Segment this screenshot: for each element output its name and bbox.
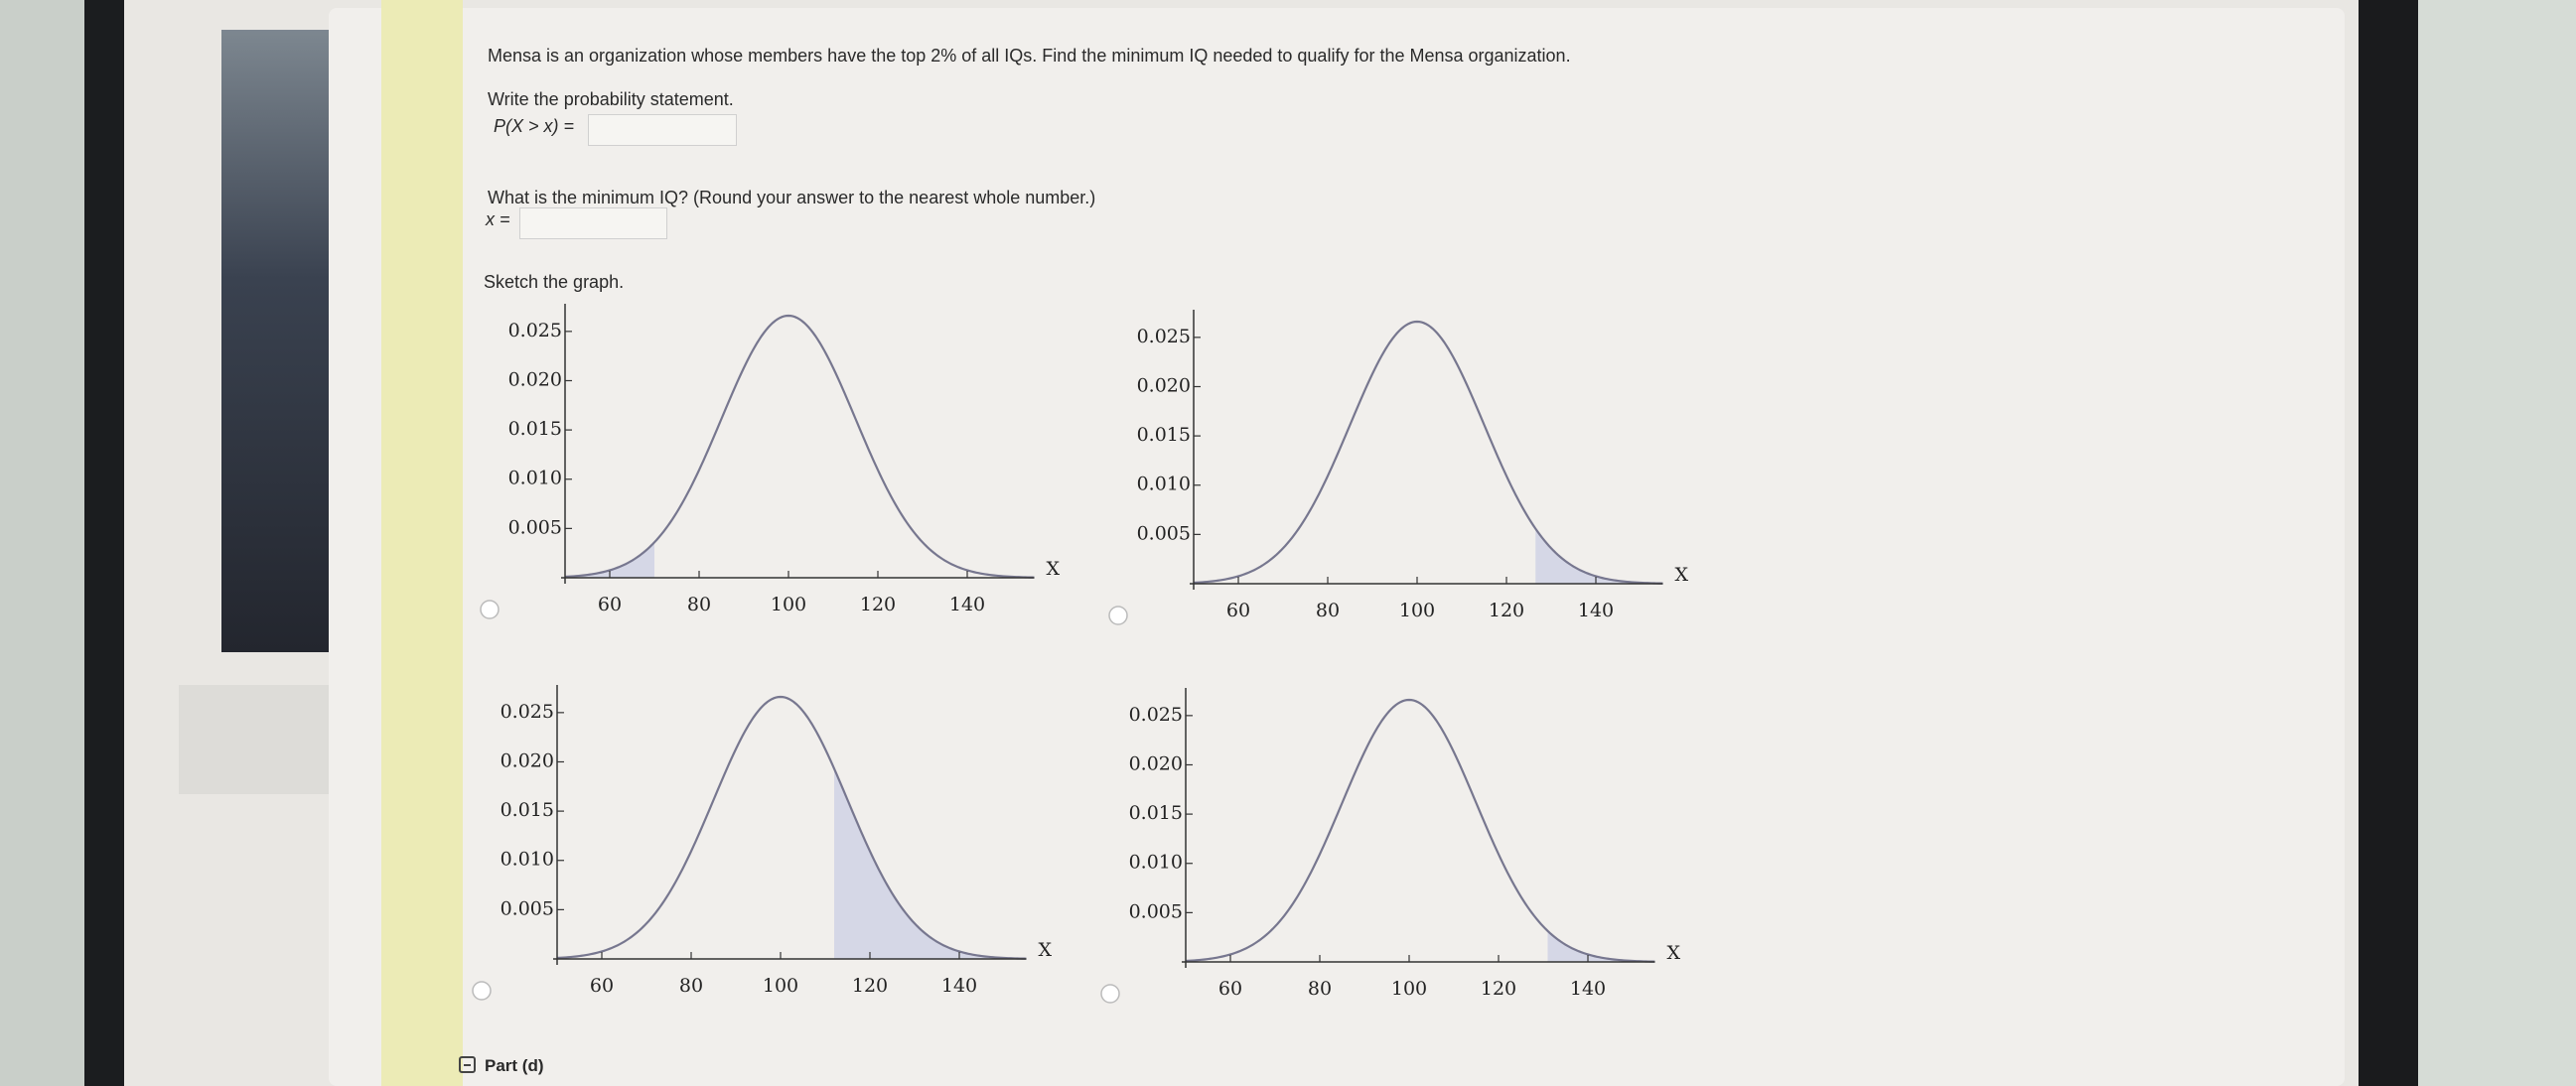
x-tick-label: 60 xyxy=(598,594,622,615)
x-tick-label: 100 xyxy=(763,975,798,997)
x-tick-label: 80 xyxy=(679,975,703,997)
normal-curve xyxy=(1185,698,1655,963)
y-tick-label: 0.005 xyxy=(508,516,562,538)
x-axis-label: X xyxy=(1675,564,1689,586)
wall xyxy=(2418,0,2576,1086)
x-tick-label: 100 xyxy=(1391,978,1427,1000)
x-tick-label: 120 xyxy=(860,594,896,615)
question-text: Mensa is an organization whose members h… xyxy=(488,46,1571,66)
radio-button[interactable] xyxy=(1108,606,1128,625)
answer-input[interactable] xyxy=(519,207,667,239)
shaded-region xyxy=(1547,930,1655,962)
y-tick-label: 0.010 xyxy=(508,468,562,489)
y-tick-label: 0.020 xyxy=(1129,752,1183,774)
bezel xyxy=(84,0,124,1086)
answer-label: P(X > x) = xyxy=(494,116,575,136)
radio-button[interactable] xyxy=(1100,984,1120,1004)
y-tick-label: 0.020 xyxy=(501,749,554,771)
y-tick-label: 0.015 xyxy=(1129,802,1183,824)
x-axis-label: X xyxy=(1667,942,1681,964)
y-tick-label: 0.025 xyxy=(1129,704,1183,726)
answer-input[interactable] xyxy=(588,114,737,146)
x-axis-label: X xyxy=(1047,558,1061,580)
bezel xyxy=(2359,0,2418,1086)
normal-curve xyxy=(1193,320,1663,585)
answer-label: x = xyxy=(486,209,510,229)
x-tick-label: 60 xyxy=(590,975,614,997)
x-tick-label: 140 xyxy=(1578,600,1614,621)
y-tick-label: 0.025 xyxy=(1137,326,1191,347)
shaded-region xyxy=(834,768,1027,959)
x-tick-label: 140 xyxy=(1570,978,1606,1000)
prompt: Write the probability statement. xyxy=(488,89,734,109)
x-tick-label: 120 xyxy=(1481,978,1516,1000)
y-tick-label: 0.010 xyxy=(501,849,554,871)
x-tick-label: 80 xyxy=(1308,978,1332,1000)
prompt: What is the minimum IQ? (Round your answ… xyxy=(488,188,1096,207)
x-tick-label: 80 xyxy=(1316,600,1340,621)
x-tick-label: 140 xyxy=(941,975,977,997)
y-tick-label: 0.025 xyxy=(508,320,562,341)
side-strip xyxy=(381,0,463,1086)
y-tick-label: 0.020 xyxy=(508,368,562,390)
y-tick-label: 0.005 xyxy=(501,897,554,919)
y-tick-label: 0.020 xyxy=(1137,374,1191,396)
shaded-region xyxy=(565,542,654,578)
normal-curve xyxy=(564,314,1035,579)
x-tick-label: 80 xyxy=(687,594,711,615)
y-tick-label: 0.005 xyxy=(1137,522,1191,544)
y-tick-label: 0.015 xyxy=(1137,424,1191,446)
x-tick-label: 120 xyxy=(1489,600,1524,621)
prompt: Sketch the graph. xyxy=(484,272,625,292)
x-tick-label: 60 xyxy=(1226,600,1250,621)
photo-thumbnail xyxy=(221,30,345,652)
collapse-icon[interactable] xyxy=(459,1056,476,1073)
x-axis-label: X xyxy=(1039,939,1053,961)
y-tick-label: 0.005 xyxy=(1129,900,1183,922)
x-tick-label: 140 xyxy=(949,594,985,615)
part-label[interactable]: Part (d) xyxy=(485,1056,544,1075)
x-tick-label: 100 xyxy=(1399,600,1435,621)
shaded-region xyxy=(1535,528,1663,584)
y-tick-label: 0.025 xyxy=(501,701,554,723)
normal-curve xyxy=(556,695,1027,960)
y-tick-label: 0.015 xyxy=(508,418,562,440)
y-tick-label: 0.010 xyxy=(1129,852,1183,874)
radio-button[interactable] xyxy=(480,600,500,619)
y-tick-label: 0.015 xyxy=(501,799,554,821)
x-tick-label: 60 xyxy=(1218,978,1242,1000)
question-panel xyxy=(329,8,2345,1086)
y-tick-label: 0.010 xyxy=(1137,474,1191,495)
x-tick-label: 120 xyxy=(852,975,888,997)
card xyxy=(179,685,338,794)
x-tick-label: 100 xyxy=(771,594,806,615)
radio-button[interactable] xyxy=(472,981,492,1001)
